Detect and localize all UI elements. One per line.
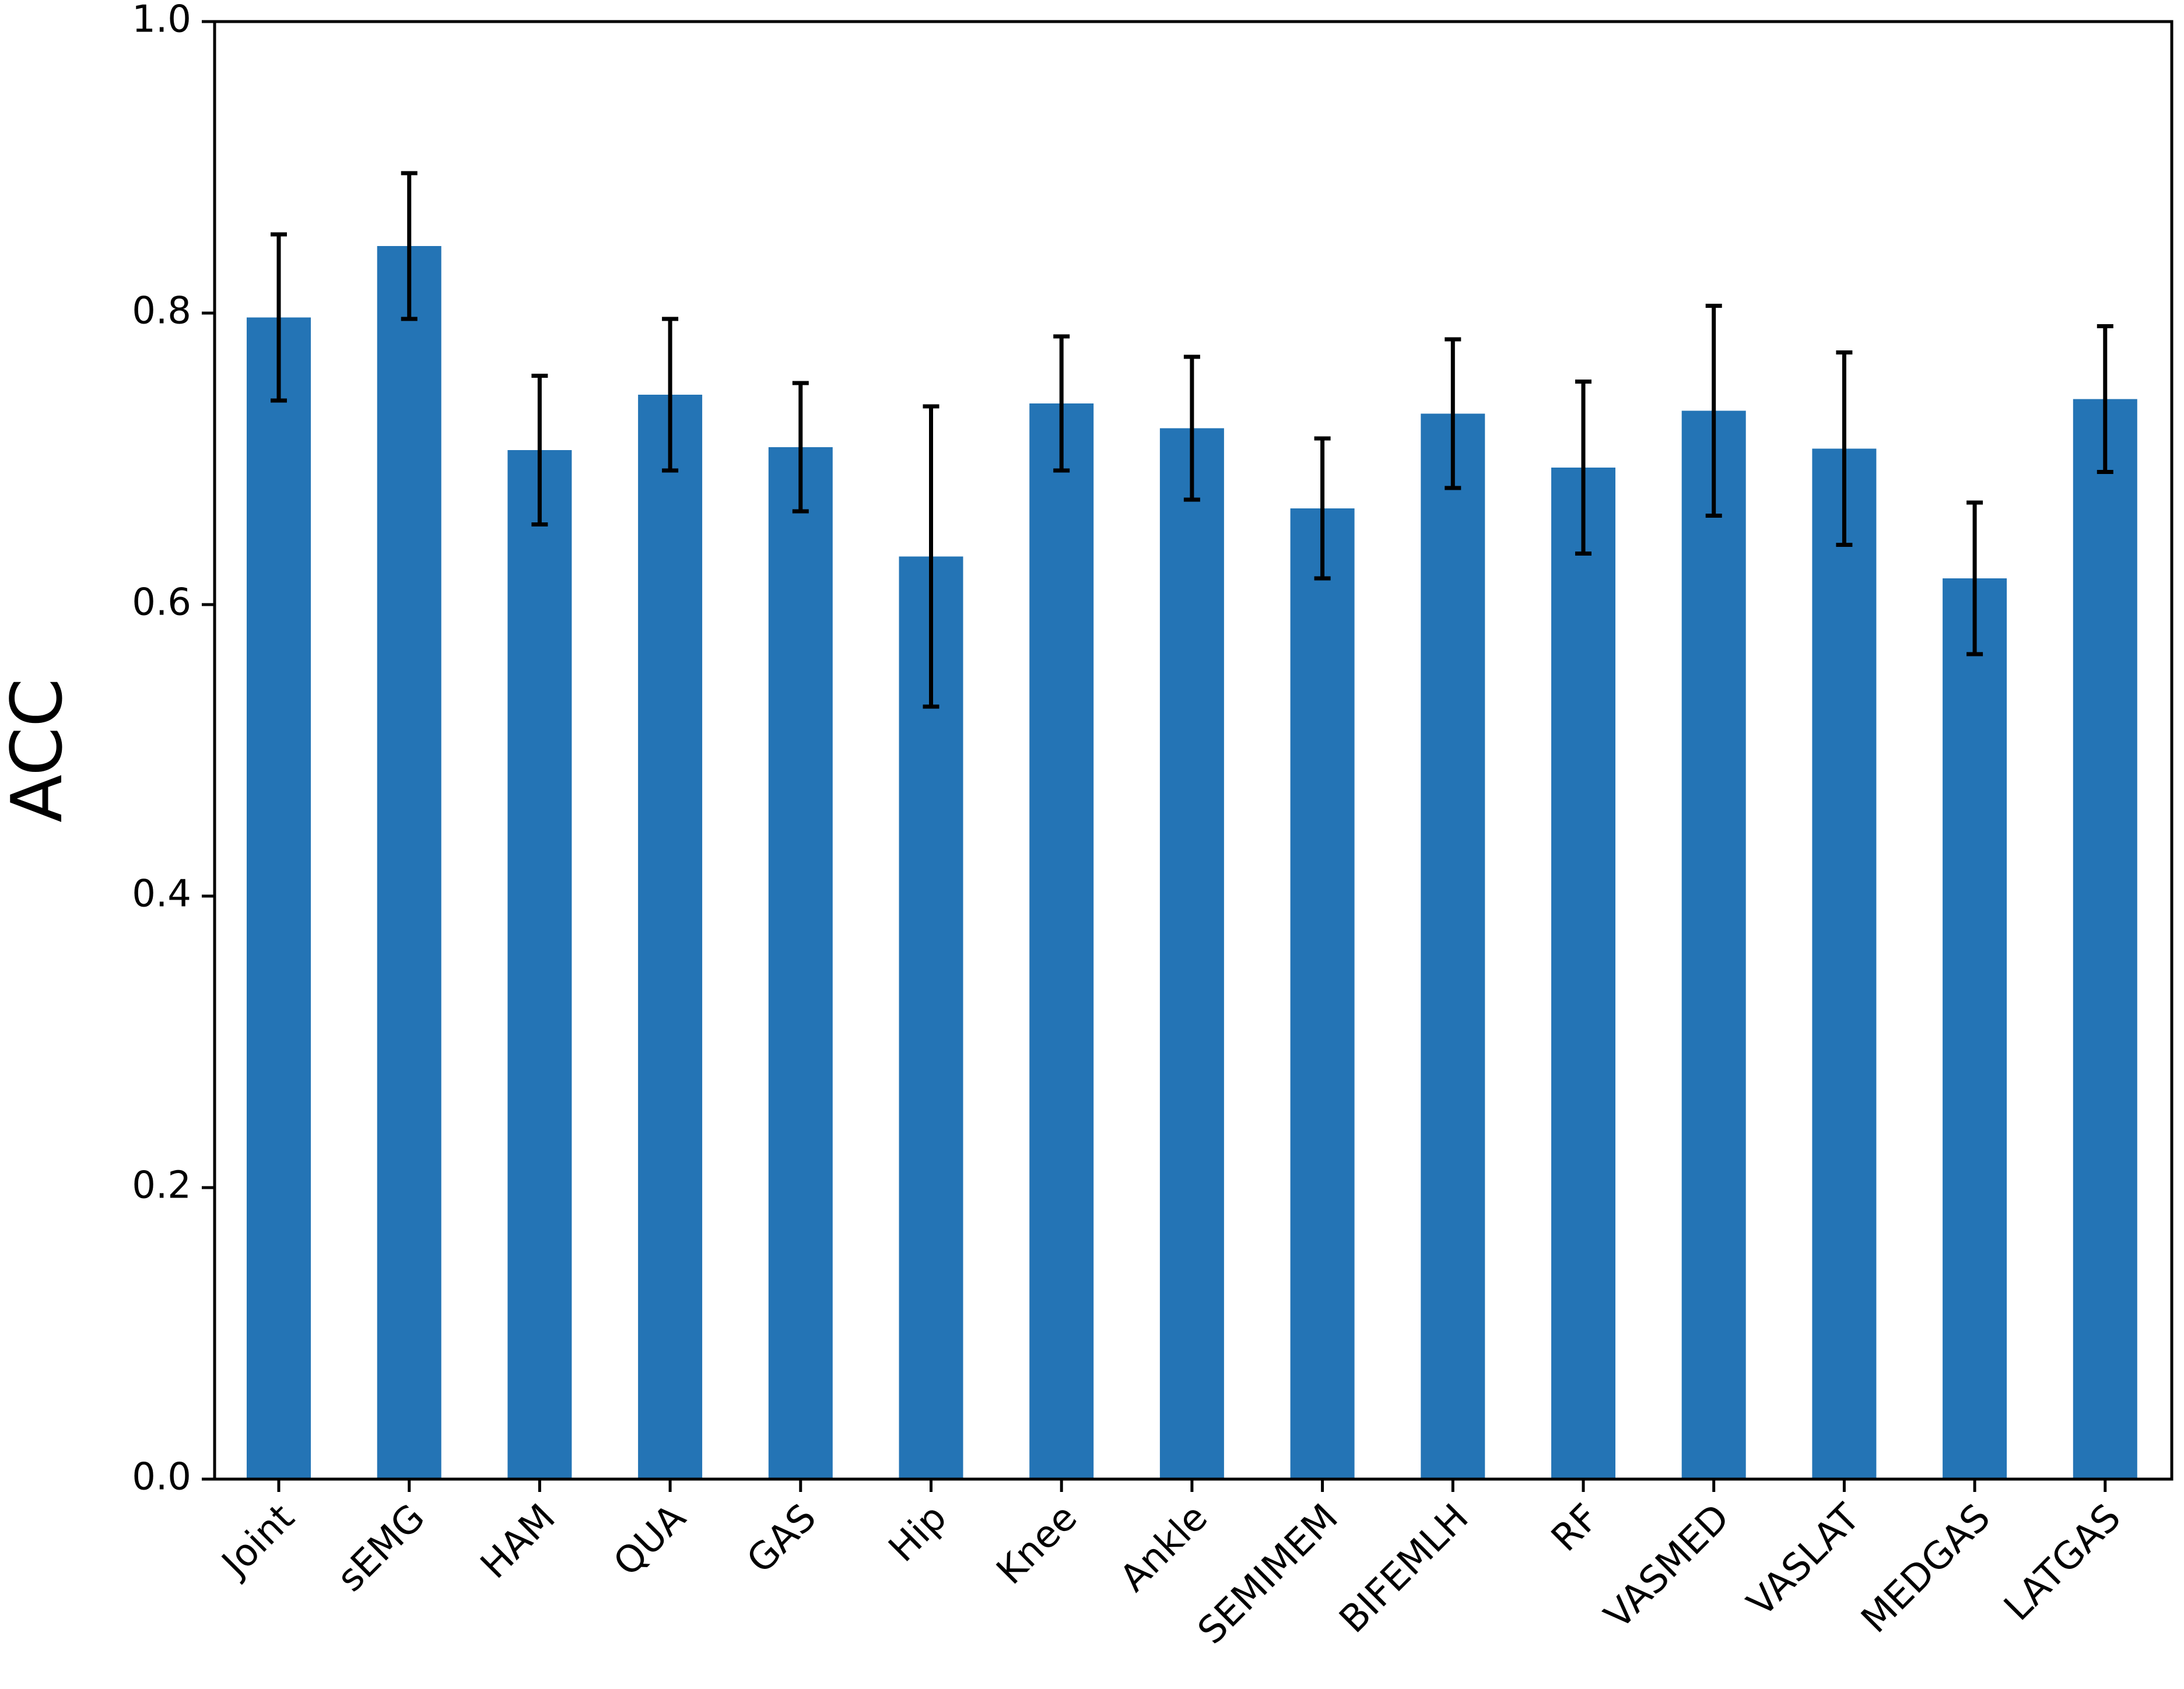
error-bar-rf — [1575, 380, 1591, 556]
bar-joint — [247, 317, 311, 1479]
error-bar-joint — [271, 232, 287, 403]
error-bar-gas — [792, 381, 809, 514]
y-tick-label: 0.0 — [132, 1456, 191, 1499]
bar-hip — [899, 556, 963, 1479]
error-bar-vaslat — [1836, 350, 1853, 547]
error-bar-medgas — [1966, 500, 1983, 656]
y-tick-label: 0.2 — [132, 1164, 191, 1207]
bar-ankle — [1159, 428, 1224, 1479]
bar-knee — [1029, 403, 1094, 1479]
error-bar-ham — [531, 374, 548, 526]
error-bar-semg — [401, 171, 418, 321]
error-bar-semimem — [1314, 436, 1331, 581]
y-tick-label: 1.0 — [132, 0, 191, 41]
bar-medgas — [1943, 578, 2007, 1479]
y-axis: 0.0 0.2 0.4 0.6 0.8 1.0 — [132, 0, 215, 1499]
y-tick-label: 0.4 — [132, 873, 191, 916]
bar-latgas — [2073, 399, 2137, 1479]
error-bar-bifemlh — [1445, 337, 1461, 490]
error-bar-latgas — [2097, 324, 2113, 474]
bar-gas — [768, 447, 833, 1479]
bars-layer — [247, 246, 2137, 1479]
error-bar-ankle — [1183, 354, 1200, 502]
error-bar-knee — [1053, 334, 1070, 473]
bar-semg — [377, 246, 441, 1479]
y-tick-label: 0.8 — [132, 290, 191, 333]
bar-semimem — [1290, 508, 1355, 1479]
y-tick-label: 0.6 — [132, 581, 191, 624]
bar-rf — [1551, 468, 1615, 1479]
error-bar-vasmed — [1705, 304, 1722, 518]
error-bar-hip — [923, 404, 939, 709]
bar-vasmed — [1681, 410, 1746, 1479]
bar-ham — [507, 450, 572, 1479]
error-bars-layer — [271, 171, 2113, 709]
bar-vaslat — [1812, 448, 1877, 1479]
y-axis-title: ACC — [0, 678, 78, 823]
error-bar-qua — [662, 317, 679, 473]
bar-qua — [638, 395, 703, 1479]
bar-bifemlh — [1421, 413, 1485, 1479]
